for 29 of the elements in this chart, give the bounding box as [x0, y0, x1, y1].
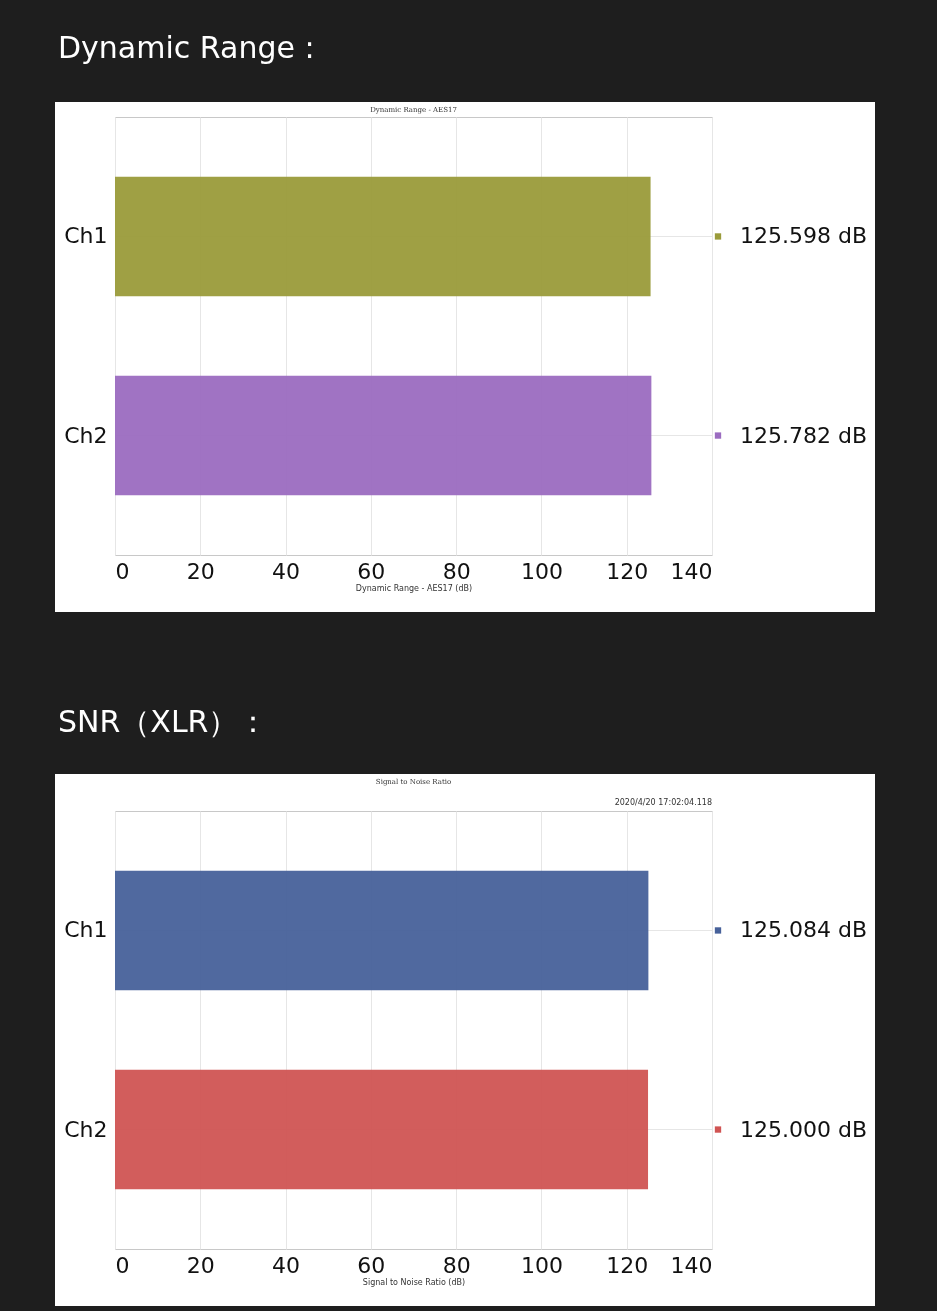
data-label: 125.782 dB: [740, 422, 868, 448]
data-label: 125.084 dB: [740, 917, 868, 943]
y-tick-label: Ch1: [64, 917, 108, 943]
x-tick-label: 0: [115, 558, 130, 584]
chart-title: Dynamic Range :: [58, 30, 316, 67]
x-tick-label: 40: [272, 1252, 301, 1278]
x-tick-label: 20: [186, 558, 215, 584]
x-tick-label: 80: [442, 1252, 471, 1278]
y-tick-label: Ch1: [64, 223, 108, 249]
data-label: 125.000 dB: [740, 1116, 868, 1142]
x-tick-label: 0: [115, 1252, 130, 1278]
y-tick-label: Ch2: [64, 422, 108, 448]
y-tick-label: Ch2: [64, 1116, 108, 1142]
data-label: 125.598 dB: [740, 223, 868, 249]
x-tick-label: 40: [272, 558, 301, 584]
x-tick-label: 20: [186, 1252, 215, 1278]
x-tick-label: 140: [670, 1252, 713, 1278]
x-tick-label: 120: [606, 1252, 649, 1278]
x-tick-label: 120: [606, 558, 649, 584]
x-tick-label: 60: [357, 558, 386, 584]
x-axis-title: Signal to Noise Ratio (dB): [362, 1277, 466, 1287]
chart-title: SNR（XLR）：: [58, 703, 270, 741]
text: 2020/4/20 17:02:04.118: [614, 798, 712, 807]
x-tick-label: 100: [520, 1252, 563, 1278]
x-tick-label: 100: [520, 558, 563, 584]
x-tick-label: 80: [442, 558, 471, 584]
x-tick-label: 60: [357, 1252, 386, 1278]
x-axis-title: Dynamic Range - AES17 (dB): [355, 583, 473, 593]
x-tick-label: 140: [670, 558, 713, 584]
